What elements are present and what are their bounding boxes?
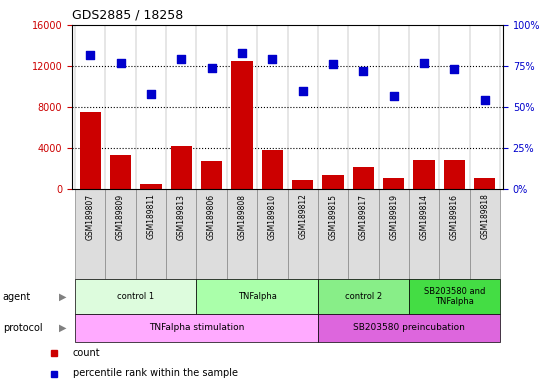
Text: GSM189806: GSM189806: [207, 194, 216, 240]
Point: [359, 68, 368, 74]
Bar: [470, 189, 500, 279]
Bar: [166, 189, 196, 279]
Bar: [232, 61, 253, 189]
Bar: [348, 189, 378, 279]
Text: SB203580 and
TNFalpha: SB203580 and TNFalpha: [424, 287, 485, 306]
Text: count: count: [73, 348, 100, 358]
Bar: [136, 189, 166, 279]
Point: [207, 65, 216, 71]
Point: [116, 60, 125, 66]
Bar: [439, 189, 470, 279]
Bar: [140, 184, 161, 189]
Bar: [105, 189, 136, 279]
Bar: [80, 112, 101, 189]
Text: GSM189808: GSM189808: [238, 194, 247, 240]
Text: GSM189817: GSM189817: [359, 194, 368, 240]
Bar: [409, 189, 439, 279]
Point: [450, 66, 459, 72]
Text: GSM189813: GSM189813: [177, 194, 186, 240]
Bar: [262, 150, 283, 189]
Point: [238, 50, 247, 56]
Text: TNFalpha stimulation: TNFalpha stimulation: [149, 323, 244, 333]
Point: [420, 60, 429, 66]
Bar: [196, 279, 318, 314]
Bar: [287, 189, 318, 279]
Bar: [444, 160, 465, 189]
Text: control 2: control 2: [345, 292, 382, 301]
Bar: [409, 279, 500, 314]
Text: SB203580 preincubation: SB203580 preincubation: [353, 323, 465, 333]
Text: protocol: protocol: [3, 323, 42, 333]
Bar: [227, 189, 257, 279]
Text: GSM189809: GSM189809: [116, 194, 125, 240]
Text: percentile rank within the sample: percentile rank within the sample: [73, 369, 238, 379]
Bar: [318, 279, 409, 314]
Text: GSM189812: GSM189812: [298, 194, 307, 239]
Bar: [383, 178, 405, 189]
Bar: [75, 279, 196, 314]
Text: GSM189810: GSM189810: [268, 194, 277, 240]
Text: GSM189814: GSM189814: [420, 194, 429, 240]
Text: ▶: ▶: [59, 291, 66, 301]
Text: GSM189807: GSM189807: [86, 194, 95, 240]
Bar: [323, 175, 344, 189]
Text: agent: agent: [3, 291, 31, 301]
Text: GSM189816: GSM189816: [450, 194, 459, 240]
Bar: [110, 155, 131, 189]
Text: ▶: ▶: [59, 323, 66, 333]
Point: [389, 93, 398, 99]
Bar: [318, 189, 348, 279]
Text: control 1: control 1: [117, 292, 155, 301]
Text: GDS2885 / 18258: GDS2885 / 18258: [72, 8, 183, 21]
Bar: [75, 189, 105, 279]
Bar: [75, 314, 318, 342]
Bar: [353, 167, 374, 189]
Point: [329, 61, 338, 68]
Text: GSM189818: GSM189818: [480, 194, 489, 239]
Bar: [378, 189, 409, 279]
Bar: [201, 161, 222, 189]
Point: [298, 88, 307, 94]
Point: [146, 91, 155, 97]
Bar: [171, 146, 192, 189]
Point: [177, 56, 186, 63]
Text: TNFalpha: TNFalpha: [238, 292, 277, 301]
Bar: [196, 189, 227, 279]
Point: [480, 98, 489, 104]
Text: GSM189815: GSM189815: [329, 194, 338, 240]
Point: [86, 51, 95, 58]
Point: [268, 56, 277, 63]
Bar: [318, 314, 500, 342]
Text: GSM189811: GSM189811: [146, 194, 156, 239]
Bar: [257, 189, 287, 279]
Bar: [292, 180, 313, 189]
Bar: [413, 160, 435, 189]
Text: GSM189819: GSM189819: [389, 194, 398, 240]
Bar: [474, 178, 496, 189]
